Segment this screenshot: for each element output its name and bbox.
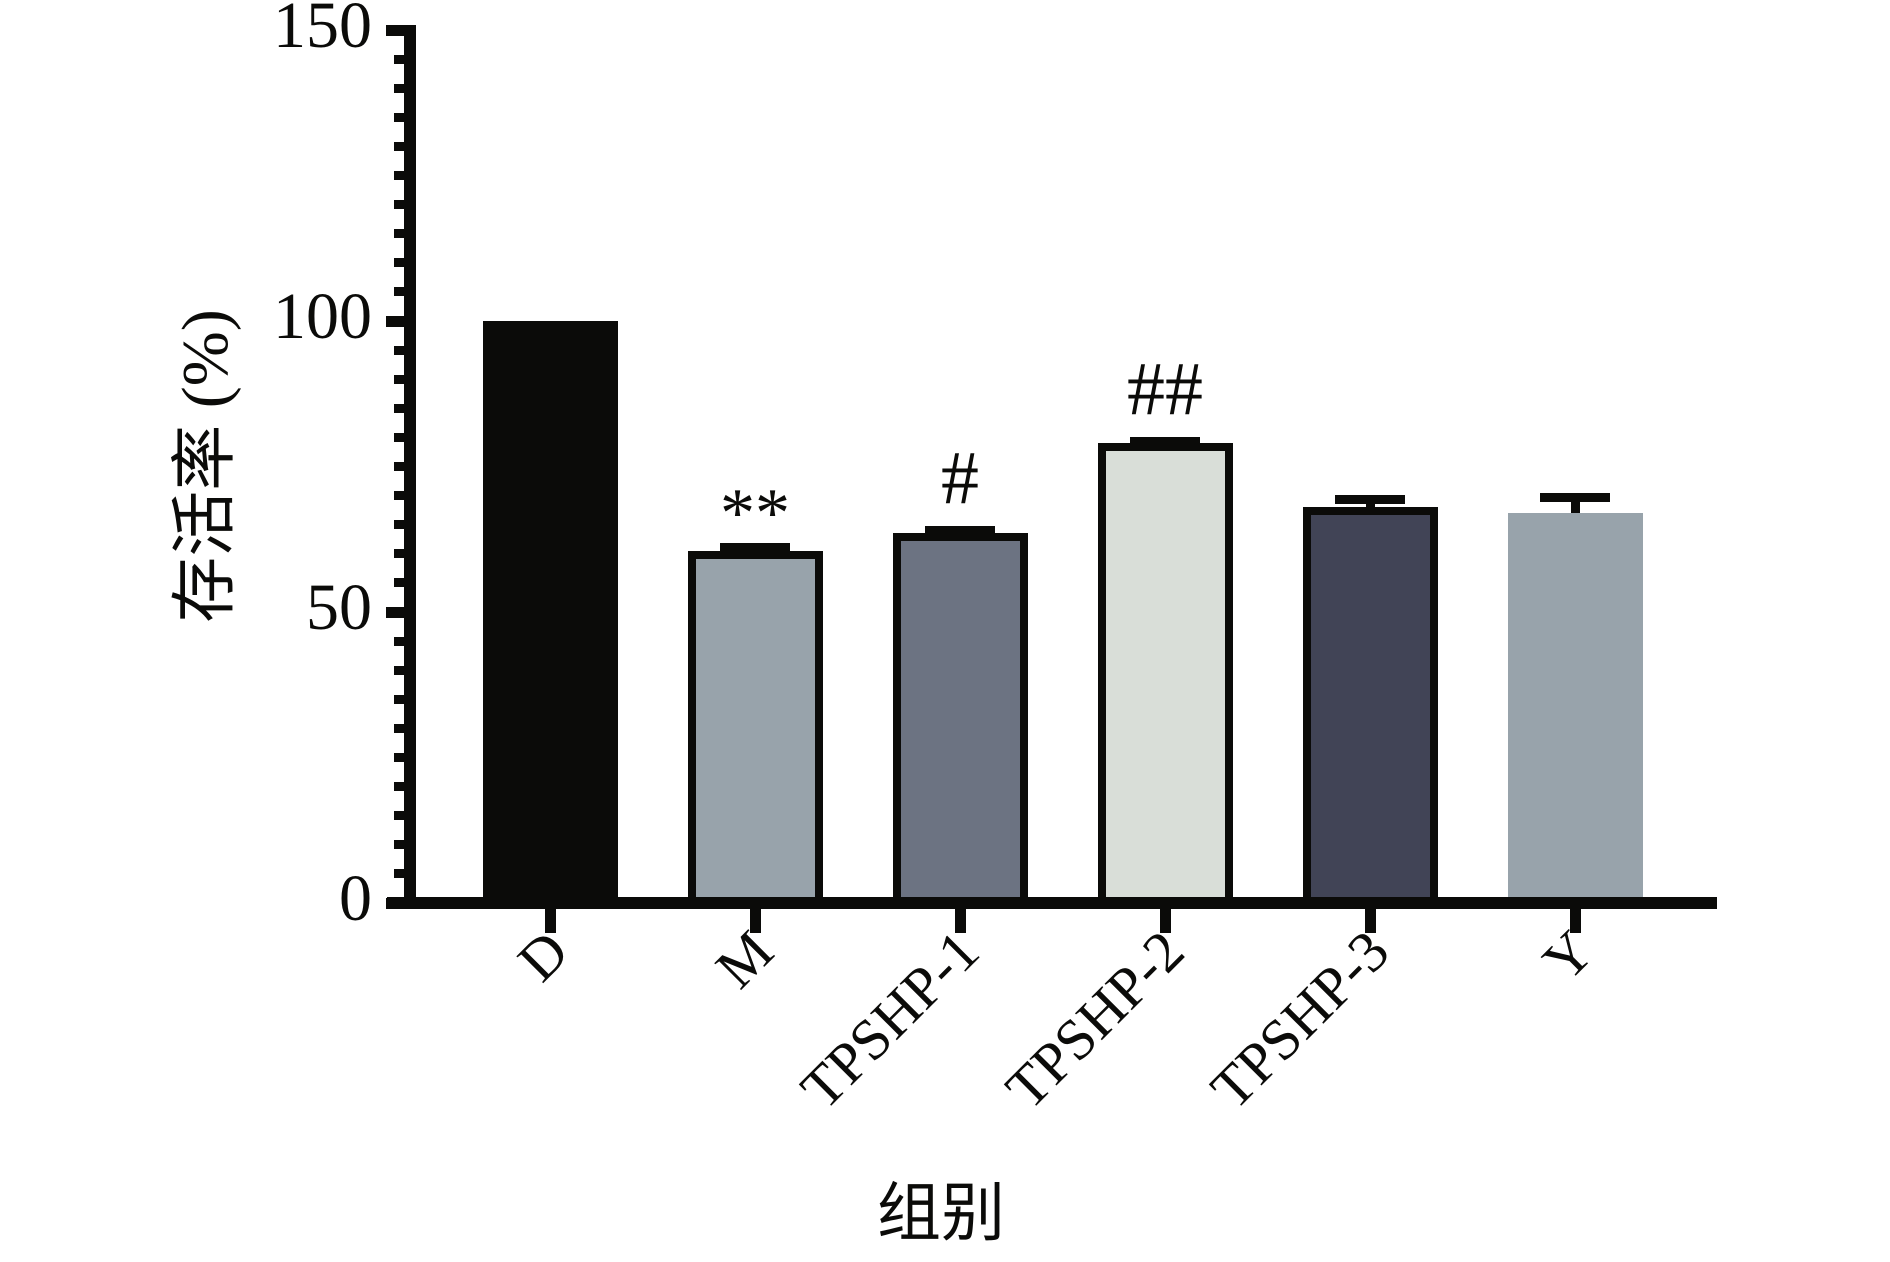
significance-label: # [941,436,979,521]
x-tick [749,909,761,933]
y-minor-tick [394,112,404,122]
y-minor-tick [394,782,404,792]
x-category-label-tpshp-3: TPSHP-3 [1197,918,1401,1122]
x-tick [544,909,556,933]
y-minor-tick [394,665,404,675]
bar-tpshp-2 [1097,443,1233,909]
bar-d [482,321,618,909]
bar-m [687,550,823,909]
x-tick [954,909,966,933]
y-minor-tick [394,345,404,355]
y-axis-line [404,25,416,909]
y-minor-tick [394,287,404,297]
x-axis-title: 组别 [877,1178,1005,1249]
y-major-tick [386,315,404,327]
x-axis-line [387,897,1717,909]
y-minor-tick [394,432,404,442]
y-minor-tick [394,840,404,850]
y-major-tick [386,606,404,618]
y-minor-tick [394,462,404,471]
bar-y [1507,513,1643,909]
y-minor-tick [394,374,404,384]
y-tick-label: 0 [339,862,372,935]
y-minor-tick [394,258,404,268]
y-minor-tick [394,723,404,733]
y-minor-tick [394,229,404,239]
x-category-label-tpshp-1: TPSHP-1 [787,918,991,1122]
x-tick [1159,909,1171,933]
significance-label: ## [1127,347,1203,432]
y-minor-tick [394,636,404,646]
y-minor-tick [394,83,404,93]
y-minor-tick [394,54,404,64]
y-major-tick [386,24,404,36]
x-category-label-tpshp-2: TPSHP-2 [992,918,1196,1122]
x-category-label-y: Y [1530,918,1606,994]
y-minor-tick [394,578,404,588]
y-minor-tick [394,520,404,530]
y-minor-tick [394,403,404,413]
y-tick-label: 150 [273,0,372,62]
x-category-label-d: D [505,918,581,994]
bar-tpshp-1 [892,533,1028,909]
y-minor-tick [394,869,404,879]
x-tick [1569,909,1581,933]
error-bar-stem [1570,497,1580,524]
x-category-label-m: M [703,918,786,1001]
y-minor-tick [394,200,404,210]
y-minor-tick [394,491,404,501]
y-major-tick [386,897,404,909]
y-minor-tick [394,811,404,821]
y-minor-tick [394,694,404,704]
y-minor-tick [394,753,404,762]
significance-label: ** [720,474,790,552]
x-tick [1364,909,1376,933]
y-tick-label: 50 [306,571,372,644]
y-minor-tick [394,549,404,559]
y-minor-tick [394,141,404,151]
y-tick-label: 100 [273,280,372,353]
y-axis-title: 存活率 (%) [169,309,242,623]
y-minor-tick [394,171,404,180]
bar-tpshp-3 [1302,507,1438,909]
